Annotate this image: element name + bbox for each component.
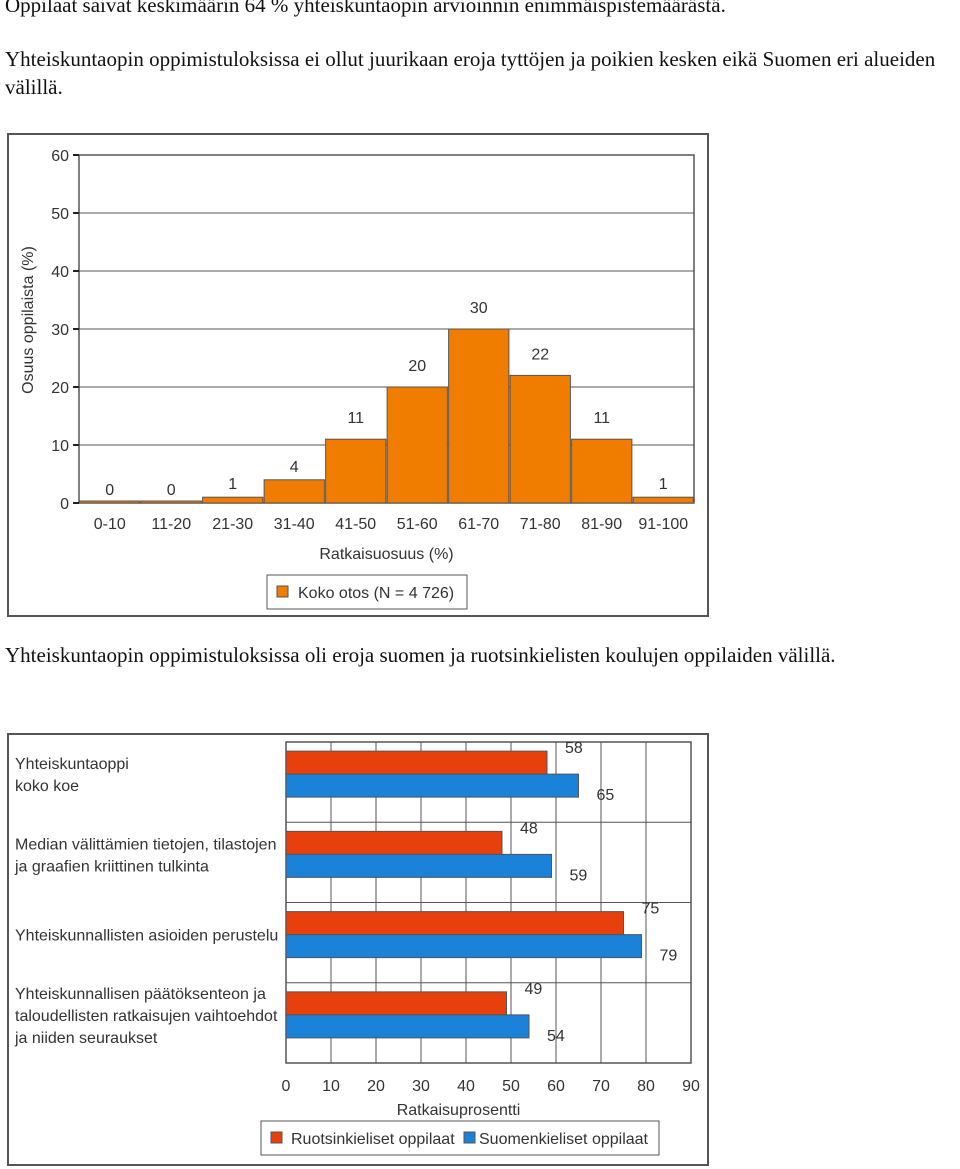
bar-value-label: 30	[470, 300, 488, 317]
bar-value-label: 49	[525, 981, 543, 998]
category-label: taloudellisten ratkaisujen vaihtoehdot	[15, 1008, 278, 1025]
x-tick-label: 0	[282, 1078, 291, 1095]
finnish-bar	[285, 853, 552, 878]
y-axis-title: Osuus oppilaista (%)	[20, 246, 37, 394]
x-tick-label: 91-100	[638, 516, 688, 533]
histogram-bar	[448, 328, 510, 504]
x-tick-label: 51-60	[397, 516, 438, 533]
x-axis-title: Ratkaisuprosentti	[397, 1102, 521, 1119]
x-tick-label: 10	[322, 1078, 340, 1095]
x-tick-label: 81-90	[581, 516, 622, 533]
bar-value-label: 48	[520, 820, 538, 837]
x-tick-label: 80	[637, 1078, 655, 1095]
y-tick-label: 40	[51, 264, 69, 281]
legend-label: Koko otos (N = 4 726)	[298, 585, 454, 602]
bar-value-label: 58	[565, 740, 583, 757]
legend-label-finnish: Suomenkieliset oppilaat	[479, 1131, 649, 1148]
x-tick-label: 0-10	[94, 516, 126, 533]
category-label: Yhteiskunnallisen päätöksenteon ja	[15, 986, 266, 1003]
histogram-bar	[386, 386, 448, 504]
swedish-bar	[285, 750, 548, 775]
bar-value-label: 1	[659, 476, 668, 493]
swedish-bar	[285, 830, 503, 855]
histogram-bar	[263, 479, 325, 504]
legend-box	[260, 1120, 660, 1156]
histogram-bar	[202, 496, 264, 504]
legend-label-swedish: Ruotsinkieliset oppilaat	[291, 1131, 455, 1148]
intro-paragraph: Oppilaat saivat keskimäärin 64 % yhteisk…	[5, 0, 726, 17]
finnish-bar	[285, 773, 579, 798]
histogram-bar	[79, 500, 141, 504]
swedish-bar	[285, 991, 507, 1016]
histogram-bar	[325, 438, 387, 504]
y-tick-label: 60	[51, 148, 69, 165]
bar-value-label: 20	[408, 358, 426, 375]
legend-swatch-finnish	[463, 1131, 476, 1144]
y-tick-label: 10	[51, 438, 69, 455]
legend-box	[266, 574, 468, 610]
bar-value-label: 11	[347, 410, 364, 427]
finnish-bar	[285, 1014, 530, 1039]
bar-value-label: 54	[547, 1028, 565, 1045]
category-label: Median välittämien tietojen, tilastojen	[15, 836, 276, 853]
histogram-bar	[509, 374, 571, 504]
language-bar-svg: 0 10 20 30 40 50 60 70 80 90 58 65 Yhteiskuntaoppi ko…	[14, 740, 700, 1156]
x-tick-label: 11-20	[151, 516, 191, 533]
histogram-svg: 0 10 20 30 40 50 60 0 0-10 0 11-20 1 21-30 4 31-40 11 41…	[20, 148, 695, 610]
histogram-bar	[632, 496, 694, 504]
bar-value-label: 11	[593, 410, 610, 427]
bar-value-label: 0	[105, 482, 114, 499]
category-label: ja niiden seuraukset	[14, 1030, 158, 1047]
x-axis-title: Ratkaisuosuus (%)	[319, 546, 453, 563]
gender-region-paragraph: Yhteiskuntaopin oppimistuloksissa ei oll…	[5, 47, 936, 99]
swedish-bar	[285, 911, 624, 936]
legend-swatch-swedish	[270, 1131, 283, 1144]
language-difference-paragraph: Yhteiskuntaopin oppimistuloksissa oli er…	[5, 643, 836, 667]
histogram-bar	[571, 438, 633, 504]
bar-value-label: 22	[531, 346, 549, 363]
x-tick-label: 40	[457, 1078, 475, 1095]
legend-swatch	[276, 585, 289, 598]
x-tick-label: 70	[592, 1078, 610, 1095]
bar-value-label: 59	[570, 867, 588, 884]
x-tick-label: 90	[682, 1078, 700, 1095]
x-tick-label: 20	[367, 1078, 385, 1095]
x-tick-label: 61-70	[458, 516, 499, 533]
bar-value-label: 75	[642, 901, 660, 918]
finnish-bar	[285, 934, 642, 959]
y-tick-label: 30	[51, 322, 69, 339]
bar-value-label: 65	[597, 787, 615, 804]
bar-value-label: 0	[167, 482, 176, 499]
bar-value-label: 4	[290, 459, 299, 476]
y-tick-label: 0	[60, 496, 69, 513]
language-bar-chart: 0 10 20 30 40 50 60 70 80 90 58 65 Yhteiskuntaoppi ko…	[7, 733, 709, 1166]
y-tick-label: 20	[51, 380, 69, 397]
x-tick-label: 41-50	[335, 516, 376, 533]
x-tick-label: 31-40	[274, 516, 315, 533]
histogram-bar	[140, 500, 202, 504]
category-label: Yhteiskuntaoppi	[15, 756, 129, 773]
histogram-chart: 0 10 20 30 40 50 60 0 0-10 0 11-20 1 21-30 4 31-40 11 41…	[7, 133, 709, 617]
x-tick-label: 60	[547, 1078, 565, 1095]
x-tick-label: 21-30	[212, 516, 253, 533]
category-label: ja graafien kriittinen tulkinta	[14, 858, 209, 875]
x-tick-label: 50	[502, 1078, 520, 1095]
x-tick-label: 71-80	[520, 516, 561, 533]
category-label: Yhteiskunnallisten asioiden perustelu	[15, 928, 278, 945]
bar-value-label: 79	[660, 948, 678, 965]
bar-value-label: 1	[228, 476, 237, 493]
y-tick-label: 50	[51, 206, 69, 223]
category-label: koko koe	[15, 778, 79, 795]
x-tick-label: 30	[412, 1078, 430, 1095]
